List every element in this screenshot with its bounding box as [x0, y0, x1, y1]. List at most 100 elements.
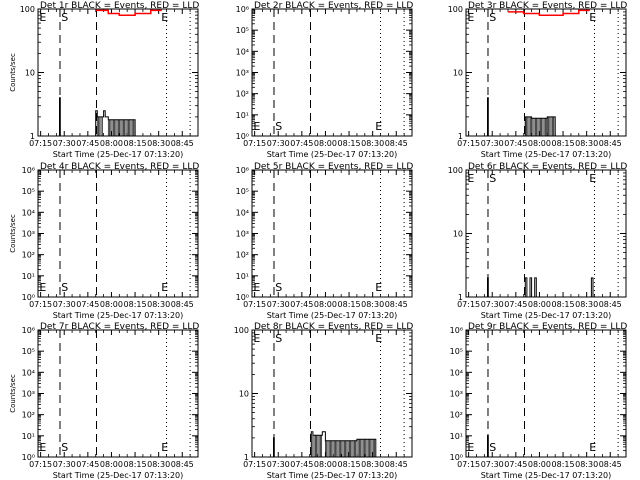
y-tick-label: 10⁴ — [450, 368, 463, 377]
x-tick-label: 07:45 — [504, 460, 527, 469]
x-tick-label: 07:15 — [457, 139, 480, 148]
y-tick-label: 10¹ — [22, 432, 35, 441]
marker-s: S — [275, 120, 282, 133]
plot-frame — [251, 169, 413, 298]
lld-series — [95, 9, 162, 16]
marker-e: E — [161, 11, 168, 24]
x-tick-label: 07:45 — [504, 139, 527, 148]
y-tick-label: 10⁶ — [236, 166, 249, 175]
x-tick-label: 08:45 — [171, 460, 194, 469]
x-tick-label: 08:15 — [338, 300, 361, 309]
x-tick-label: 08:15 — [124, 460, 147, 469]
x-tick-label: 08:00 — [100, 300, 123, 309]
x-tick-label: 07:15 — [457, 460, 480, 469]
chart-title: Det 1r BLACK = Events, RED = LLD — [40, 1, 199, 11]
x-tick-label: 07:30 — [481, 139, 504, 148]
x-tick-label: 08:00 — [100, 460, 123, 469]
y-tick-label: 10² — [236, 251, 249, 260]
y-tick-label: 10⁰ — [22, 293, 35, 302]
y-tick-label: 1 — [458, 293, 463, 302]
chart-panel-2: Det 2r BLACK = Events, RED = LLD Start Ti… — [236, 1, 414, 159]
x-tick-label: 08:30 — [575, 300, 598, 309]
marker-e: E — [253, 332, 260, 345]
x-tick-label: 08:30 — [147, 300, 170, 309]
marker-e: E — [375, 332, 382, 345]
y-tick-label: 100 — [20, 5, 35, 14]
chart-title: Det 2r BLACK = Events, RED = LLD — [254, 1, 413, 11]
x-tick-label: 08:30 — [147, 460, 170, 469]
events-series — [485, 277, 597, 298]
y-tick-label: 10⁶ — [22, 166, 35, 175]
y-tick-label: 10⁴ — [236, 208, 249, 217]
y-tick-label: 10⁵ — [236, 187, 249, 196]
x-tick-label: 07:15 — [243, 139, 266, 148]
y-tick-label: 1 — [244, 453, 249, 462]
y-tick-label: 1 — [458, 132, 463, 141]
marker-e: E — [253, 120, 260, 133]
x-tick-label: 07:30 — [481, 460, 504, 469]
plot-frame — [465, 329, 627, 458]
y-tick-label: 10³ — [22, 390, 35, 399]
x-tick-label: 08:00 — [528, 300, 551, 309]
marker-e: E — [589, 172, 596, 185]
lld-series — [508, 9, 590, 16]
x-tick-label: 08:45 — [171, 139, 194, 148]
chart-panel-6: Det 6r BLACK = Events, RED = LLD Start Ti… — [448, 162, 628, 320]
marker-s: S — [489, 441, 496, 454]
y-tick-label: 10³ — [22, 230, 35, 239]
x-tick-label: 07:30 — [267, 139, 290, 148]
marker-e: E — [589, 11, 596, 24]
marker-s: S — [61, 11, 68, 24]
marker-e: E — [375, 281, 382, 294]
x-axis-label: Start Time (25-Dec-17 07:13:20) — [53, 471, 184, 480]
events-series — [56, 97, 139, 137]
x-tick-label: 08:45 — [385, 460, 408, 469]
x-tick-label: 08:30 — [361, 300, 384, 309]
x-tick-label: 07:15 — [243, 300, 266, 309]
x-axis-label: Start Time (25-Dec-17 07:13:20) — [267, 311, 398, 320]
marker-e: E — [375, 120, 382, 133]
x-tick-label: 08:15 — [338, 139, 361, 148]
chart-panel-7: Det 7r BLACK = Events, RED = LLD Counts/s… — [9, 322, 199, 480]
marker-e: E — [589, 441, 596, 454]
x-axis-label: Start Time (25-Dec-17 07:13:20) — [481, 311, 612, 320]
x-tick-label: 07:45 — [76, 300, 99, 309]
x-axis-label: Start Time (25-Dec-17 07:13:20) — [481, 471, 612, 480]
x-tick-label: 07:45 — [290, 139, 313, 148]
x-tick-label: 07:45 — [76, 460, 99, 469]
x-axis-label: Start Time (25-Dec-17 07:13:20) — [267, 150, 398, 159]
y-tick-label: 10³ — [236, 69, 249, 78]
y-tick-label: 10 — [239, 390, 249, 399]
y-tick-label: 10 — [453, 69, 463, 78]
y-tick-label: 100 — [234, 326, 249, 335]
y-tick-label: 10² — [22, 411, 35, 420]
y-tick-label: 10⁵ — [450, 347, 463, 356]
chart-title: Det 7r BLACK = Events, RED = LLD — [40, 322, 199, 332]
y-tick-label: 10¹ — [236, 272, 249, 281]
y-tick-label: 10¹ — [236, 111, 249, 120]
x-tick-label: 08:45 — [599, 139, 622, 148]
y-tick-label: 10⁰ — [236, 132, 249, 141]
chart-panel-4: Det 4r BLACK = Events, RED = LLD Counts/s… — [9, 162, 199, 320]
x-tick-label: 08:00 — [314, 460, 337, 469]
marker-e: E — [39, 281, 46, 294]
x-tick-label: 07:45 — [76, 139, 99, 148]
chart-panel-9: Det 9r BLACK = Events, RED = LLD Start Ti… — [450, 322, 628, 480]
y-tick-label: 10⁰ — [236, 293, 249, 302]
x-tick-label: 07:45 — [290, 300, 313, 309]
marker-e: E — [161, 281, 168, 294]
y-tick-label: 10 — [453, 230, 463, 239]
marker-s: S — [275, 281, 282, 294]
plot-frame — [251, 8, 413, 137]
events-series — [485, 435, 493, 458]
x-tick-label: 08:15 — [338, 460, 361, 469]
x-tick-label: 08:15 — [552, 300, 575, 309]
x-tick-label: 08:45 — [385, 300, 408, 309]
chart-panel-5: Det 5r BLACK = Events, RED = LLD Start Ti… — [236, 162, 414, 320]
x-axis-label: Start Time (25-Dec-17 07:13:20) — [481, 150, 612, 159]
x-tick-label: 08:45 — [599, 300, 622, 309]
x-tick-label: 07:15 — [457, 300, 480, 309]
x-tick-label: 07:15 — [243, 460, 266, 469]
y-tick-label: 10³ — [450, 390, 463, 399]
